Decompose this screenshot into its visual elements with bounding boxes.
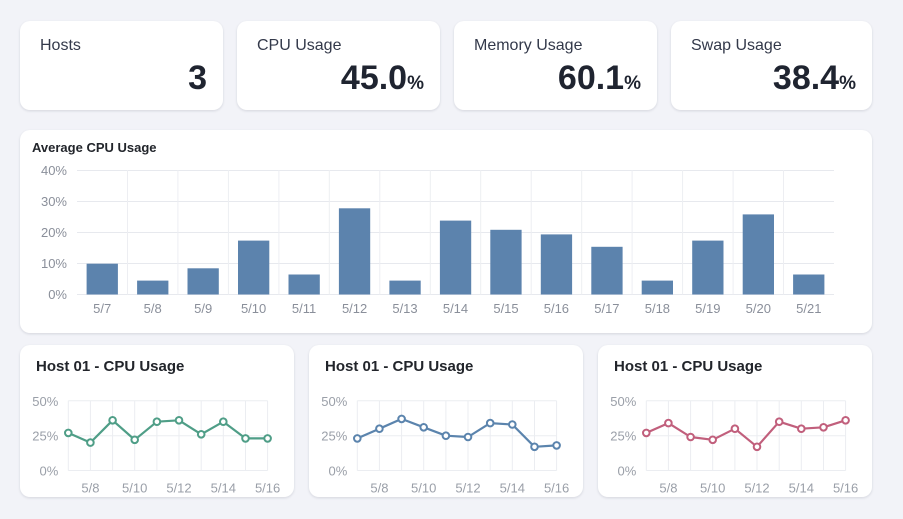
svg-text:5/14: 5/14 (500, 481, 525, 496)
svg-text:5/21: 5/21 (796, 301, 821, 316)
svg-text:25%: 25% (32, 429, 58, 444)
svg-text:5/11: 5/11 (292, 301, 316, 316)
svg-text:5/13: 5/13 (392, 301, 417, 316)
svg-text:5/14: 5/14 (211, 481, 236, 496)
svg-text:50%: 50% (610, 394, 636, 409)
svg-text:5/15: 5/15 (493, 301, 518, 316)
svg-text:5/10: 5/10 (241, 301, 266, 316)
svg-text:5/8: 5/8 (370, 481, 388, 496)
svg-text:5/10: 5/10 (411, 481, 436, 496)
svg-text:5/19: 5/19 (695, 301, 720, 316)
svg-text:50%: 50% (32, 394, 58, 409)
svg-text:25%: 25% (610, 429, 636, 444)
svg-text:5/8: 5/8 (144, 301, 162, 316)
svg-text:5/10: 5/10 (700, 481, 725, 496)
svg-text:40%: 40% (41, 163, 67, 178)
svg-text:5/14: 5/14 (789, 481, 814, 496)
svg-text:20%: 20% (41, 225, 67, 240)
svg-text:0%: 0% (618, 464, 637, 479)
svg-text:5/16: 5/16 (255, 481, 280, 496)
svg-text:5/12: 5/12 (342, 301, 367, 316)
svg-text:5/10: 5/10 (122, 481, 147, 496)
svg-text:5/8: 5/8 (81, 481, 99, 496)
svg-text:5/9: 5/9 (194, 301, 212, 316)
svg-text:10%: 10% (41, 256, 67, 271)
svg-text:30%: 30% (41, 194, 67, 209)
svg-text:5/8: 5/8 (659, 481, 677, 496)
svg-text:50%: 50% (321, 394, 347, 409)
svg-text:5/18: 5/18 (645, 301, 670, 316)
svg-text:5/16: 5/16 (544, 301, 569, 316)
svg-text:5/20: 5/20 (746, 301, 771, 316)
svg-text:0%: 0% (329, 464, 348, 479)
svg-text:5/12: 5/12 (455, 481, 480, 496)
svg-text:5/16: 5/16 (833, 481, 858, 496)
svg-text:5/16: 5/16 (544, 481, 569, 496)
svg-text:5/14: 5/14 (443, 301, 468, 316)
svg-text:5/17: 5/17 (594, 301, 619, 316)
svg-text:0%: 0% (40, 464, 59, 479)
svg-text:5/12: 5/12 (166, 481, 191, 496)
svg-text:5/7: 5/7 (93, 301, 111, 316)
svg-text:0%: 0% (48, 287, 67, 302)
svg-text:5/12: 5/12 (744, 481, 769, 496)
svg-text:25%: 25% (321, 429, 347, 444)
